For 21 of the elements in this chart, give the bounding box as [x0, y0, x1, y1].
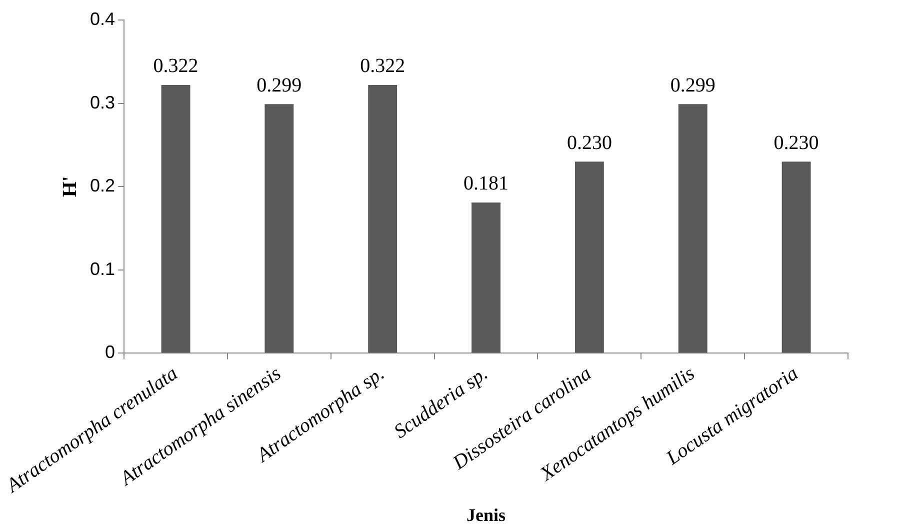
y-tick-label: 0.3	[90, 92, 116, 112]
data-label: 0.230	[566, 132, 612, 154]
bar	[782, 162, 811, 353]
bar	[368, 84, 398, 353]
y-tick-label: 0	[105, 342, 116, 362]
y-axis-title: H'	[59, 176, 82, 198]
data-label: 0.299	[256, 74, 302, 96]
bar	[574, 162, 604, 353]
y-tick-label: 0.4	[90, 8, 116, 29]
data-label: 0.230	[774, 132, 819, 154]
data-label: 0.322	[360, 55, 406, 78]
bar	[264, 104, 294, 353]
y-tick-label: 0.1	[90, 258, 116, 279]
data-label: 0.181	[464, 172, 509, 195]
x-axis-title: Jenis	[466, 504, 506, 525]
bar	[472, 202, 500, 353]
data-label: 0.322	[153, 55, 198, 78]
bar	[161, 84, 190, 353]
bar	[678, 104, 708, 353]
data-label: 0.299	[670, 74, 716, 96]
y-tick-label: 0.2	[90, 176, 116, 196]
